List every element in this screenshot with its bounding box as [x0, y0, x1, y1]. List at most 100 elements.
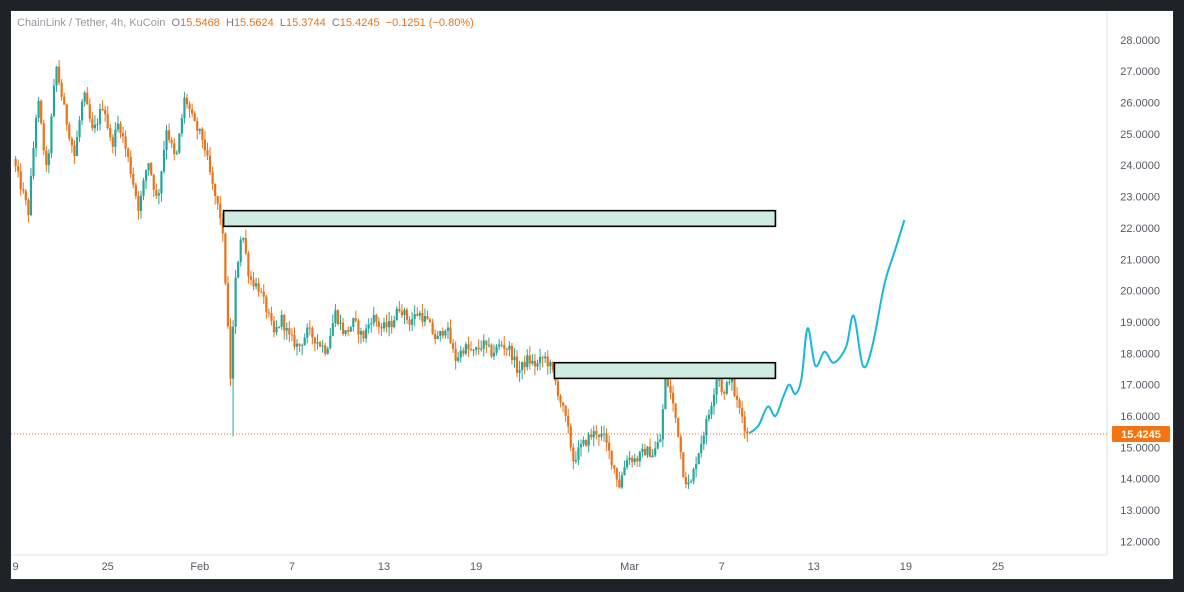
price-axis[interactable]: 28.0000 27.0000 26.0000 25.0000 24.0000 23.00… — [1120, 35, 1160, 549]
candle-body — [239, 239, 242, 263]
legend-symbol: ChainLink / Tether, 4h, KuCoin — [17, 17, 166, 29]
chart-frame[interactable]: 15.4245 9 25 Feb 7 13 19 Mar 7 13 19 25 28.0000 27.… — [10, 10, 1174, 580]
candle-body — [98, 108, 102, 124]
candle-body — [464, 344, 467, 354]
candle-body — [664, 372, 667, 410]
candle-body — [137, 196, 140, 211]
candle-body — [247, 253, 250, 277]
candle-body — [249, 276, 253, 280]
legend-high: 15.5624 — [233, 17, 274, 29]
candle-body — [623, 467, 626, 476]
candle-body — [37, 100, 40, 118]
candle-body — [242, 237, 245, 240]
candle-body — [536, 363, 539, 367]
x-tick-label: 25 — [102, 561, 114, 573]
candle-body — [746, 431, 749, 434]
candle-body — [170, 139, 173, 144]
candle-body — [331, 323, 334, 336]
candle-body — [451, 343, 455, 349]
candle-body — [173, 143, 176, 154]
candle-body — [641, 448, 644, 453]
candle-body — [157, 193, 160, 196]
price-zones — [222, 209, 777, 380]
candle-body — [679, 436, 682, 453]
candle-body — [682, 452, 685, 478]
candle-body — [515, 356, 519, 373]
candle-body — [538, 357, 542, 364]
candle-body — [475, 347, 478, 350]
candle-body — [270, 313, 273, 321]
candle-body — [405, 309, 409, 320]
candle-body — [723, 392, 726, 394]
candle-body — [367, 324, 370, 329]
candle-body — [132, 174, 135, 185]
x-tick-label: 7 — [289, 561, 295, 573]
candle-body — [400, 311, 404, 316]
candle-body — [114, 129, 117, 147]
candle-body — [278, 326, 281, 328]
y-tick-label: 25.0000 — [1120, 129, 1160, 141]
candle-body — [359, 331, 363, 335]
candle-body — [101, 108, 104, 111]
candle-body — [510, 345, 514, 360]
candle-body — [73, 145, 76, 157]
y-tick-label: 17.0000 — [1120, 380, 1160, 392]
candle-body — [260, 291, 263, 293]
candle-body — [362, 331, 365, 339]
x-tick-label: Feb — [190, 561, 209, 573]
candle-body — [692, 469, 695, 482]
candle-body — [733, 378, 736, 396]
gridlines — [11, 11, 1108, 556]
x-tick-label: 13 — [808, 561, 820, 573]
time-axis[interactable]: 9 25 Feb 7 13 19 Mar 7 13 19 25 — [13, 561, 1005, 573]
candle-body — [303, 337, 306, 346]
price-chart[interactable]: 15.4245 9 25 Feb 7 13 19 Mar 7 13 19 25 28.0000 27.… — [11, 11, 1173, 579]
candle-body — [116, 123, 120, 130]
candle-body — [93, 124, 97, 129]
last-price-tag-label: 15.4245 — [1121, 429, 1161, 441]
y-tick-label: 22.0000 — [1120, 223, 1160, 235]
candle-body — [372, 314, 375, 324]
candle-body — [457, 357, 460, 361]
candle-body — [370, 323, 373, 325]
candle-body — [293, 334, 296, 347]
candle-body — [188, 104, 191, 110]
candle-body — [65, 104, 68, 125]
candle-body — [52, 85, 56, 117]
candle-body — [395, 308, 398, 321]
legend-low: 15.3744 — [285, 17, 326, 29]
candle-body — [262, 291, 265, 297]
candle-body — [508, 345, 511, 350]
candle-body — [196, 121, 199, 131]
candle-body — [63, 96, 66, 105]
resistance-zone-lower — [553, 361, 777, 380]
candle-body — [168, 130, 171, 140]
candle-body — [86, 92, 89, 105]
candle-body — [503, 344, 506, 349]
candle-body — [191, 109, 194, 114]
candle-body — [147, 163, 150, 171]
candle-body — [513, 356, 516, 360]
candle-body — [439, 330, 442, 336]
candle-body — [375, 314, 378, 322]
candle-body — [431, 322, 434, 334]
candle-body — [712, 394, 716, 407]
candle-body — [521, 361, 524, 371]
candle-body — [193, 113, 196, 122]
candle-body — [480, 348, 483, 350]
x-tick-label: 25 — [992, 561, 1004, 573]
candle-body — [492, 352, 496, 357]
candle-body — [150, 163, 153, 175]
legend-change: −0.1251 (−0.80%) — [385, 17, 474, 29]
candle-body — [40, 100, 43, 124]
candle-body — [518, 370, 521, 373]
candle-body — [142, 180, 145, 196]
legend-close-key: C — [331, 17, 340, 29]
candle-body — [715, 379, 718, 395]
candle-body — [216, 196, 219, 204]
candle-body — [78, 120, 81, 138]
candle-body — [725, 382, 728, 394]
candle-body — [121, 133, 125, 137]
candle-body — [735, 395, 739, 400]
x-tick-label: 19 — [900, 561, 912, 573]
